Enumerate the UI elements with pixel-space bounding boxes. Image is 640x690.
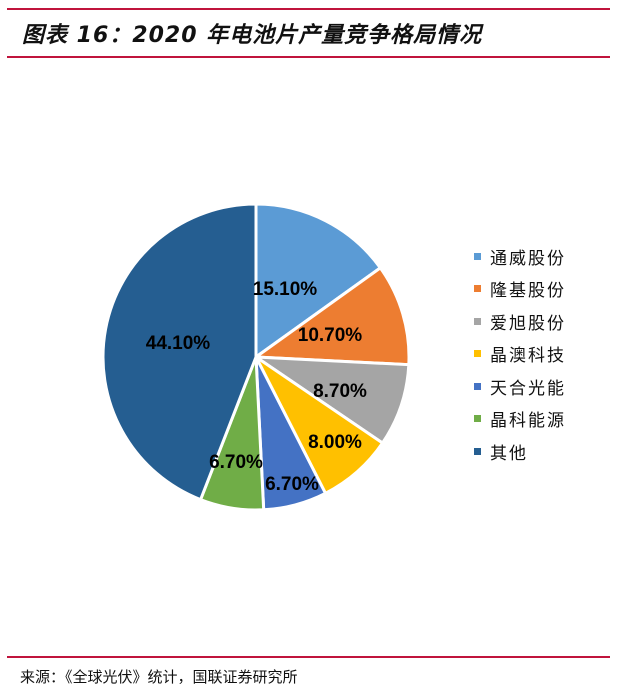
legend-item: 通威股份 xyxy=(474,240,566,273)
legend-swatch-icon xyxy=(474,350,481,358)
data-label: 6.70% xyxy=(209,452,263,473)
pie-slice xyxy=(101,202,258,502)
legend-item: 爱旭股份 xyxy=(474,305,566,338)
footer-rule xyxy=(7,656,610,658)
top-rule xyxy=(7,8,610,10)
legend-item: 天合光能 xyxy=(474,370,566,403)
legend-swatch-icon xyxy=(474,252,481,260)
data-label: 8.70% xyxy=(313,381,367,402)
pie-slice xyxy=(251,265,411,367)
legend: 通威股份 隆基股份 爱旭股份 晶澳科技 天合光能 晶科能源 其他 xyxy=(474,240,566,468)
title-underline xyxy=(7,56,610,58)
data-label: 6.70% xyxy=(265,474,319,495)
data-label: 15.10% xyxy=(253,279,318,300)
source-note: 来源：《全球光伏》统计，国联证券研究所 xyxy=(20,668,298,686)
legend-swatch-icon xyxy=(474,382,481,390)
legend-item: 晶科能源 xyxy=(474,403,566,436)
legend-swatch-icon xyxy=(474,415,481,423)
legend-item: 隆基股份 xyxy=(474,273,566,306)
legend-item: 其他 xyxy=(474,435,566,468)
legend-swatch-icon xyxy=(474,317,481,325)
legend-swatch-icon xyxy=(474,447,481,455)
chart-title: 图表 16：2020 年电池片产量竞争格局情况 xyxy=(22,23,483,48)
pie-slice xyxy=(254,202,383,360)
data-label: 44.10% xyxy=(146,333,211,354)
legend-swatch-icon xyxy=(474,285,481,293)
legend-item: 晶澳科技 xyxy=(474,338,566,371)
pie-slice xyxy=(250,355,411,446)
pie-chart: 15.10% 10.70% 8.70% 8.00% 6.70%6.70% 44.10% xyxy=(101,202,411,512)
data-label: 8.00% xyxy=(308,432,362,453)
data-label: 10.70% xyxy=(298,325,363,346)
